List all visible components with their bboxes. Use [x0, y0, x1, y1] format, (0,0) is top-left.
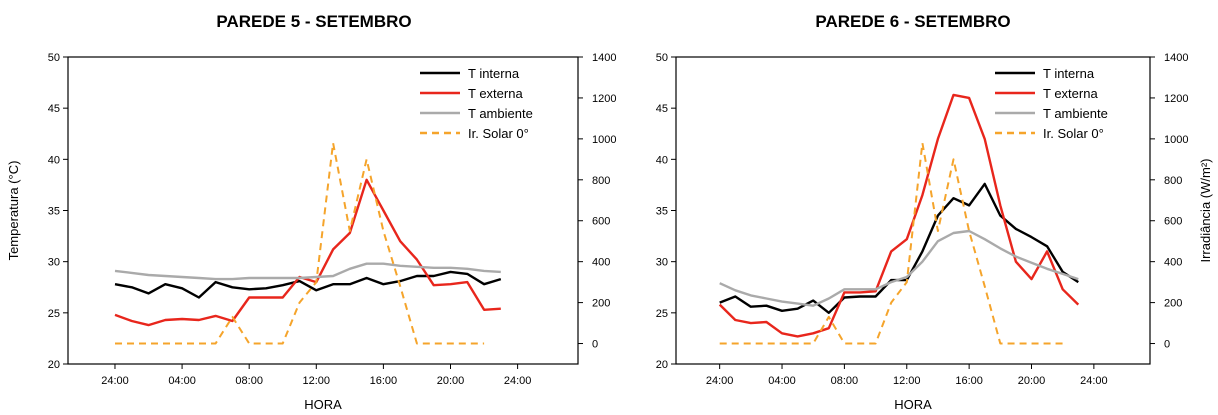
legend-label: T ambiente [1043, 106, 1108, 121]
legend-label: Ir. Solar 0° [1043, 126, 1104, 141]
x-tick-label: 16:00 [370, 375, 398, 387]
y2-tick-label: 200 [592, 298, 610, 310]
y-tick-label: 45 [656, 103, 668, 115]
y2-tick-label: 400 [592, 257, 610, 269]
y2-tick-label: 400 [1164, 257, 1182, 269]
y-tick-label: 45 [48, 103, 60, 115]
y2-tick-label: 600 [592, 216, 610, 228]
legend-label: T interna [1043, 66, 1095, 81]
x-tick-label: 24:00 [504, 375, 532, 387]
series-line-3 [719, 229, 1079, 307]
series-line-3 [114, 262, 501, 281]
y-tick-label: 50 [48, 52, 60, 64]
y-tick-label: 35 [656, 206, 668, 218]
y2-tick-label: 1000 [1164, 134, 1188, 146]
legend-label: T externa [468, 86, 523, 101]
y2-tick-label: 1200 [1164, 93, 1188, 105]
y-tick-label: 25 [656, 308, 668, 320]
x-tick-label: 16:00 [955, 375, 983, 387]
y-tick-label: 20 [48, 359, 60, 371]
x-tick-label: 24:00 [1080, 375, 1108, 387]
y-axis-label: Temperatura (°C) [6, 161, 21, 261]
y-tick-label: 50 [656, 52, 668, 64]
y-tick-label: 30 [656, 257, 668, 269]
x-tick-label: 24:00 [706, 375, 734, 387]
x-axis-label: HORA [894, 397, 932, 412]
x-tick-label: 08:00 [831, 375, 859, 387]
chart-2: PAREDE 6 - SETEMBRO 20 25 30 35 40 45 50 0 200 400… [656, 12, 1213, 412]
y-tick-label: 40 [656, 154, 668, 166]
series-line-1 [114, 270, 502, 299]
x-axis-label: HORA [304, 397, 342, 412]
y2-axis-label: Irradiância (W/m²) [1198, 158, 1213, 262]
y-tick-label: 40 [48, 154, 60, 166]
series-line-4 [719, 142, 1063, 345]
x-tick-label: 08:00 [235, 375, 263, 387]
y2-tick-label: 0 [592, 339, 598, 351]
chart-title: PAREDE 6 - SETEMBRO [815, 12, 1010, 31]
x-tick-label: 24:00 [101, 375, 129, 387]
y2-tick-label: 1200 [592, 93, 616, 105]
x-tick-label: 20:00 [437, 375, 465, 387]
chart-1: PAREDE 5 - SETEMBRO 20 25 30 35 40 45 50 0 200 400… [6, 12, 616, 412]
y2-tick-label: 800 [592, 175, 610, 187]
y-tick-label: 30 [48, 257, 60, 269]
y2-tick-label: 800 [1164, 175, 1182, 187]
y2-tick-label: 1400 [592, 52, 616, 64]
y2-tick-label: 600 [1164, 216, 1182, 228]
series-line-4 [115, 142, 485, 345]
chart-title: PAREDE 5 - SETEMBRO [216, 12, 411, 31]
x-tick-label: 12:00 [893, 375, 921, 387]
x-tick-label: 20:00 [1018, 375, 1046, 387]
x-tick-label: 04:00 [768, 375, 796, 387]
x-tick-label: 12:00 [303, 375, 331, 387]
legend-label: T ambiente [468, 106, 533, 121]
y2-tick-label: 200 [1164, 298, 1182, 310]
x-tick-label: 04:00 [168, 375, 196, 387]
legend-label: Ir. Solar 0° [468, 126, 529, 141]
plot-frame [67, 56, 579, 365]
legend-label: T externa [1043, 86, 1098, 101]
series-line-2 [718, 93, 1080, 338]
y-tick-label: 20 [656, 359, 668, 371]
series-line-2 [114, 178, 501, 327]
y-tick-label: 25 [48, 308, 60, 320]
y2-tick-label: 1400 [1164, 52, 1188, 64]
y2-tick-label: 1000 [592, 134, 616, 146]
y-tick-label: 35 [48, 206, 60, 218]
legend-label: T interna [468, 66, 520, 81]
plot-frame [675, 56, 1151, 365]
y2-tick-label: 0 [1164, 339, 1170, 351]
